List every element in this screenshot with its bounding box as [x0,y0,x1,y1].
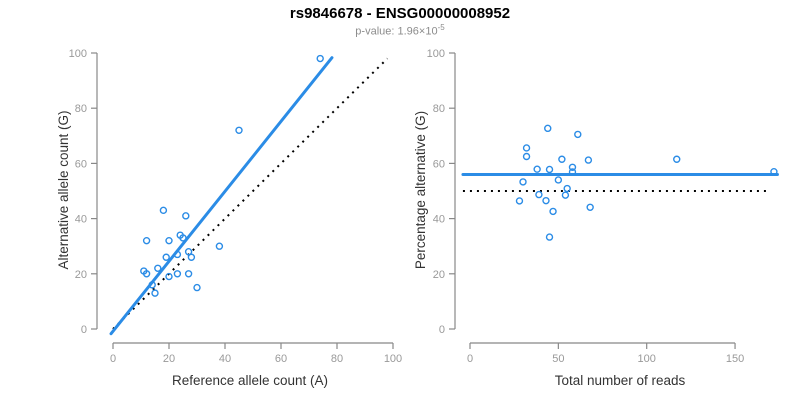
data-point [558,155,566,163]
data-point [184,248,193,256]
data-point [182,212,190,220]
data-point [568,163,577,171]
pvalue-text: p-value: 1.96×10 [355,25,438,38]
y-tick-label: 80 [75,103,87,115]
data-point [544,124,552,133]
data-point [235,126,243,134]
data-point [574,130,582,139]
data-point [173,270,182,278]
data-point [316,54,324,63]
data-point [179,234,187,242]
data-point [563,184,571,193]
y-tick-label: 0 [81,324,87,336]
data-point [142,270,151,278]
y-tick-label: 20 [433,269,445,281]
y-axis-title: Percentage alternative (G) [413,111,428,269]
page-title: rs9846678 - ENSG00000008952 [289,5,511,22]
y-tick-label: 100 [427,48,445,60]
y-tick-label: 40 [75,214,87,226]
data-point [673,155,681,163]
data-point [586,203,594,211]
x-tick-label: 50 [552,353,564,365]
data-point [162,253,170,261]
data-point [173,250,182,259]
data-point [770,167,778,176]
data-point [184,270,193,278]
x-tick-label: 100 [638,353,656,365]
data-point [215,242,224,250]
data-point [545,233,554,241]
data-point [154,264,162,272]
data-point [515,197,524,205]
x-tick-label: 0 [110,353,116,365]
data-point [522,152,531,161]
data-point [549,207,557,216]
data-point [561,191,570,199]
x-tick-label: 0 [467,353,473,365]
x-axis-title: Reference allele count (A) [172,373,328,388]
data-point [142,236,151,245]
x-tick-label: 20 [163,353,175,365]
data-point [151,289,159,297]
pvalue-subtitle: p-value: 1.96×10-5 [0,23,800,38]
data-point [165,236,173,245]
y-tick-label: 20 [75,269,87,281]
data-point [165,272,173,281]
data-point [568,168,577,176]
y-tick-label: 60 [433,158,445,170]
data-point [148,281,156,289]
x-tick-label: 60 [275,353,287,365]
x-axis-title: Total number of reads [555,373,686,388]
data-point [584,156,593,164]
y-tick-label: 100 [69,48,87,60]
data-point [542,196,550,205]
data-point [193,283,201,292]
data-point [159,206,168,215]
x-tick-label: 150 [726,353,744,365]
data-point [545,165,554,174]
x-tick-label: 40 [219,353,231,365]
fit-line [109,56,334,336]
data-point [554,176,563,184]
data-point [519,178,527,186]
y-tick-label: 0 [439,324,445,336]
y-tick-label: 40 [433,214,445,226]
x-tick-label: 80 [331,353,343,365]
data-point [522,144,531,152]
data-point [535,190,543,199]
x-tick-label: 100 [384,353,402,365]
dotted-reference-line [112,57,389,330]
y-tick-label: 60 [75,158,87,170]
data-point [187,253,196,261]
y-tick-label: 80 [433,103,445,115]
y-axis-title: Alternative allele count (G) [56,110,71,269]
data-point [533,165,541,173]
pvalue-exponent: -5 [437,23,445,32]
